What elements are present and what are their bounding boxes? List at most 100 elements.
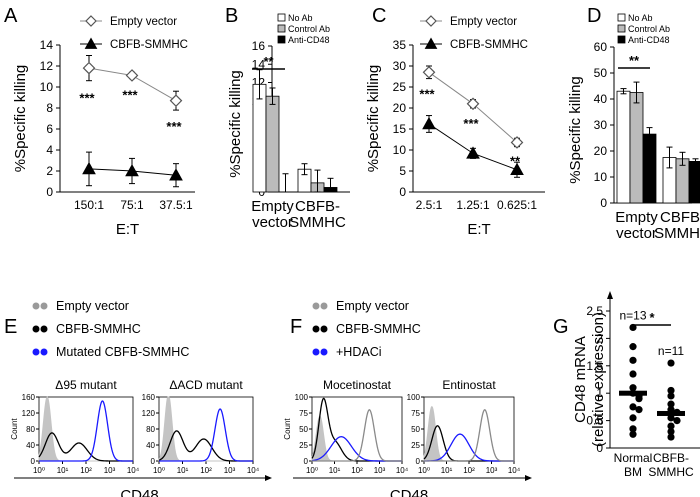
panel-f-subplot-1-y-tick-label: 100 — [295, 393, 309, 402]
panel-c-x-label: E:T — [467, 221, 490, 238]
panel-a-y-tick-label: 0 — [46, 185, 53, 199]
panel-a-y-tick-label: 2 — [46, 164, 53, 178]
panel-g-data-point — [635, 406, 643, 414]
panel-g-y-tick-label: 1 — [596, 386, 603, 400]
panel-f-subplot-2-x-tick-label: 10² — [463, 466, 475, 475]
panel-f-x-label: CD48 — [390, 487, 428, 497]
panel-e-subplot-1-y-tick-label: 120 — [22, 409, 36, 418]
panel-f-subplot-1-y-tick-label: 0 — [304, 457, 309, 466]
panel-c-y-tick-label: 15 — [393, 122, 407, 136]
panel-f-subplot-1-y-tick-label: 50 — [299, 425, 308, 434]
panel-label-c: C — [372, 5, 386, 27]
panel-f-subplot-2-y-tick-label: 50 — [411, 425, 420, 434]
panel-c-y-tick-label: 10 — [393, 143, 407, 157]
panel-d-bar — [688, 160, 700, 204]
panel-d-category-label: vector — [616, 225, 657, 242]
panel-a-significance: *** — [79, 91, 95, 106]
panel-c-y-tick-label: 0 — [399, 185, 406, 199]
panel-d-category-label: CBFB- — [660, 209, 700, 226]
panel-g-data-point — [635, 395, 643, 403]
panel-e-x-label: CD48 — [120, 487, 158, 497]
panel-e-legend-dot — [40, 302, 48, 310]
panel-b-bar — [265, 95, 280, 193]
panel-e-subplot-1-y-tick-label: 40 — [26, 441, 35, 450]
panel-g-data-point — [667, 414, 675, 422]
panel-f-subplot-2-histogram-line — [424, 409, 514, 462]
panel-e-subplot-2-y-tick-label: 80 — [146, 425, 155, 434]
panel-g-data-point — [629, 425, 637, 433]
panel-b-y-tick-label: 16 — [252, 39, 266, 53]
panel-f-cd48-arrowhead — [525, 475, 532, 481]
panel-e-subplot-1-x-tick-label: 10¹ — [57, 466, 69, 475]
panel-c-empty-vector-point — [466, 97, 480, 111]
panel-c-y-tick-label: 35 — [393, 38, 407, 52]
panel-e-legend-dot — [40, 325, 48, 333]
panel-a-y-tick-label: 4 — [46, 143, 53, 157]
panel-e-legend-dot — [32, 302, 40, 310]
panel-d-y-tick-label: 40 — [594, 92, 608, 106]
panel-b-legend-swatch — [277, 13, 286, 22]
panel-e-subplot-2-histogram-line — [159, 408, 253, 462]
panel-f-legend-dot — [320, 325, 328, 333]
panel-d-y-tick-label: 60 — [594, 40, 608, 54]
panel-f-legend-label: Empty vector — [336, 299, 409, 313]
panel-f-subplot-2-title: Entinostat — [442, 378, 496, 392]
panel-g-y-tick-label: 1.5 — [586, 359, 603, 373]
panel-f-legend-dot — [312, 348, 320, 356]
panel-d-y-tick-label: 0 — [600, 196, 607, 210]
panel-g-n-label: n=13 — [619, 308, 646, 322]
panel-e-subplot-2-y-tick-label: 0 — [151, 457, 156, 466]
panel-a-empty-vector-point — [125, 69, 139, 82]
panel-e-subplot-1-x-tick-label: 10⁰ — [33, 466, 45, 475]
panel-c-legend-label: Empty vector — [450, 16, 517, 28]
panel-d-significance: ** — [629, 53, 640, 68]
panel-a-x-tick-label: 37.5:1 — [159, 198, 193, 212]
panel-f-subplot-2-x-tick-label: 10⁰ — [418, 466, 430, 475]
panel-f-legend-dot — [312, 302, 320, 310]
panel-f-subplot-1-y-tick-label: 25 — [299, 441, 308, 450]
panel-c-significance: *** — [463, 116, 479, 131]
panel-f-subplot-2-y-tick-label: 0 — [416, 457, 421, 466]
panel-f-subplot-2-x-tick-label: 10¹ — [441, 466, 453, 475]
panel-f-legend-dot — [320, 302, 328, 310]
panel-b-y-label: %Specific killing — [227, 70, 244, 178]
panel-g-data-point — [629, 430, 637, 438]
panel-c-cbfb-point — [510, 162, 524, 176]
panel-a-legend-label: CBFB-SMMHC — [110, 39, 188, 51]
panel-g-median-bar — [619, 390, 647, 396]
panel-g-category-label: Normal — [614, 451, 653, 465]
panel-g-data-point — [629, 370, 637, 378]
panel-e-subplot-1-y-label: Count — [10, 418, 19, 440]
panel-g-data-point — [629, 356, 637, 364]
panel-d-y-tick-label: 20 — [594, 144, 608, 158]
panel-g-y-tick-label: 2 — [596, 331, 603, 345]
panel-e-legend-label: CBFB-SMMHC — [56, 322, 141, 336]
panel-b-bar — [252, 83, 267, 193]
panel-f-legend-dot — [312, 325, 320, 333]
panel-g-category-label: CBFB- — [653, 451, 689, 465]
panel-g-category-label: BM — [624, 465, 642, 479]
panel-g-data-point — [667, 400, 675, 408]
panel-g-y-label: CD48 mRNA — [572, 336, 589, 423]
panel-g-data-point — [667, 427, 675, 436]
panel-e-subplot-1-title: Δ95 mutant — [55, 378, 117, 392]
panel-label-f: F — [290, 316, 302, 338]
panel-g-median-bar — [657, 410, 685, 416]
panel-c-empty-vector-point — [510, 136, 524, 149]
panel-g-data-point — [667, 422, 675, 430]
panel-c-cbfb-point — [422, 116, 436, 130]
panel-d-legend-label: Anti-CD48 — [628, 35, 670, 45]
panel-e-subplot-2-x-tick-label: 10³ — [224, 466, 236, 475]
panel-a-empty-vector-point — [82, 61, 96, 75]
panel-c-empty-vector-point — [422, 65, 436, 79]
panel-d-category-label: Empty — [615, 209, 658, 226]
panel-e-legend-dot — [40, 348, 48, 356]
panel-f-legend-label: +HDACi — [336, 345, 382, 359]
panel-b-legend-label: No Ab — [288, 13, 313, 23]
panel-e-subplot-1-y-tick-label: 160 — [22, 393, 36, 402]
panel-c-legend-triangle — [424, 37, 438, 49]
panel-d-legend-label: Control Ab — [628, 24, 670, 34]
panel-f-subplot-1-x-tick-label: 10⁴ — [396, 466, 409, 475]
panel-d-y-tick-label: 10 — [594, 170, 608, 184]
panel-c-x-tick-label: 2.5:1 — [416, 198, 443, 212]
